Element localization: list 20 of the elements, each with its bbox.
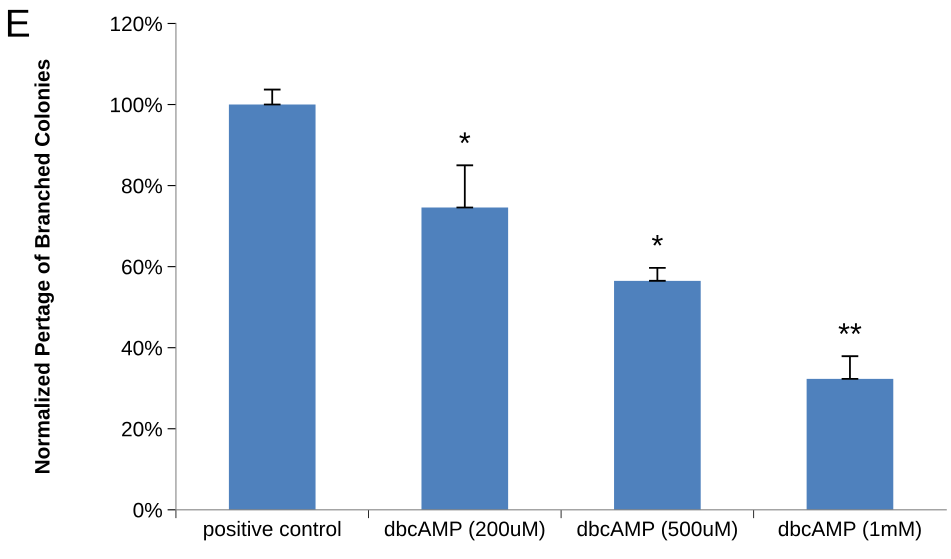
y-tick-label: 100% xyxy=(111,98,162,112)
bar xyxy=(421,207,508,510)
bar xyxy=(806,378,894,510)
bar xyxy=(614,280,701,510)
y-tick-label: 20% xyxy=(122,422,162,437)
annotation: * xyxy=(459,132,470,144)
annotation: ** xyxy=(838,323,862,334)
x-tick-label: dbcAMP (500uM) xyxy=(577,520,737,540)
x-tick-label: dbcAMP (1mM) xyxy=(778,520,921,540)
y-tick-label: 60% xyxy=(122,260,162,274)
y-tick-label: 80% xyxy=(122,178,162,194)
text: E xyxy=(8,10,30,37)
y-tick-label: 40% xyxy=(122,340,162,356)
bar xyxy=(228,104,316,510)
y-tick-label: 0% xyxy=(133,502,162,518)
y-axis-title: Normalized Pertage of Branched Colonies xyxy=(34,60,54,474)
annotation: * xyxy=(652,234,663,246)
y-tick-label: 120% xyxy=(111,16,162,32)
x-tick-label: dbcAMP (200uM) xyxy=(384,520,544,540)
x-tick-label: positive control xyxy=(204,520,340,540)
